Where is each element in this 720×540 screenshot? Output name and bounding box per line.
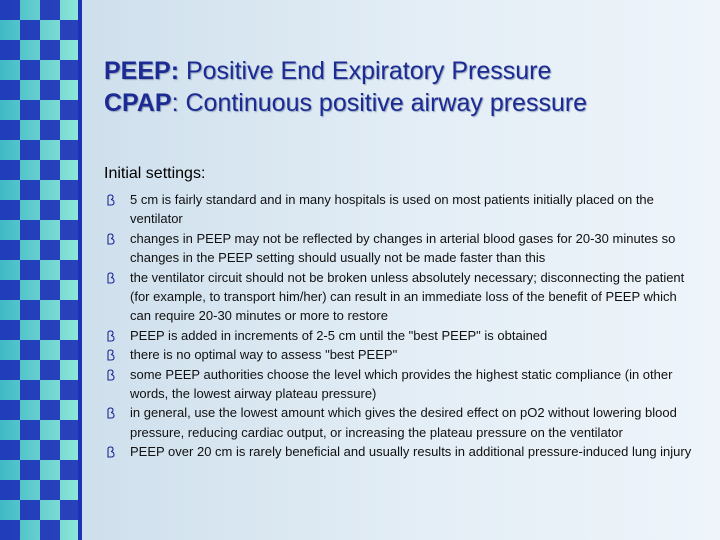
bullet-text: 5 cm is fairly standard and in many hosp… — [130, 192, 654, 227]
bullet-shape — [107, 349, 115, 361]
section-heading: Initial settings: — [104, 165, 206, 182]
slide-title: PEEP: Positive End Expiratory Pressure CP… — [104, 55, 587, 119]
title-line: PEEP: Positive End Expiratory Pressure — [104, 55, 587, 87]
title-text: : Continuous positive airway pressure — [171, 89, 588, 117]
bullet-text: in general, use the lowest amount which … — [130, 405, 677, 440]
bullet-text: PEEP is added in increments of 2-5 cm un… — [130, 327, 548, 343]
bullet-icon — [107, 369, 115, 381]
bullet-list: 5 cm is fairly standard and in many hosp… — [106, 190, 696, 462]
bullet-item: PEEP is added in increments of 2-5 cm un… — [106, 326, 696, 345]
decorative-strip — [0, 0, 82, 540]
title-line: CPAP: Continuous positive airway pressur… — [104, 87, 587, 119]
bullet-item: there is no optimal way to assess "best … — [106, 345, 696, 364]
title-text: Positive End Expiratory Pressure — [179, 57, 552, 85]
bullet-icon — [107, 407, 115, 420]
title-term: CPAP — [104, 89, 172, 117]
bullet-text: the ventilator circuit should not be bro… — [130, 269, 685, 324]
bullet-text: changes in PEEP may not be reflected by … — [130, 230, 676, 266]
bullet-item: 5 cm is fairly standard and in many hosp… — [106, 190, 696, 229]
bullet-item: in general, use the lowest amount which … — [106, 403, 696, 442]
bullet-shape — [107, 369, 115, 381]
bullet-icon — [107, 330, 115, 342]
bullet-icon — [107, 446, 115, 458]
bullet-icon — [107, 194, 115, 206]
bullet-shape — [107, 194, 115, 206]
bullet-shape — [107, 233, 115, 245]
bullet-shape — [107, 407, 115, 420]
bullet-icon — [107, 349, 115, 361]
bullet-shape — [107, 272, 115, 284]
bullet-text: some PEEP authorities choose the level w… — [130, 366, 673, 402]
bullet-item: changes in PEEP may not be reflected by … — [106, 229, 696, 268]
bullet-icon — [107, 233, 115, 245]
bullet-shape — [107, 330, 115, 342]
bullet-item: the ventilator circuit should not be bro… — [106, 268, 696, 326]
bullet-shape — [107, 446, 115, 458]
bullet-text: PEEP over 20 cm is rarely beneficial and… — [130, 444, 692, 460]
bullet-item: some PEEP authorities choose the level w… — [106, 365, 696, 404]
bullet-text: there is no optimal way to assess "best … — [130, 347, 398, 363]
title-term: PEEP: — [104, 57, 180, 85]
bullet-item: PEEP over 20 cm is rarely beneficial and… — [106, 442, 696, 461]
bullet-icon — [107, 272, 115, 284]
